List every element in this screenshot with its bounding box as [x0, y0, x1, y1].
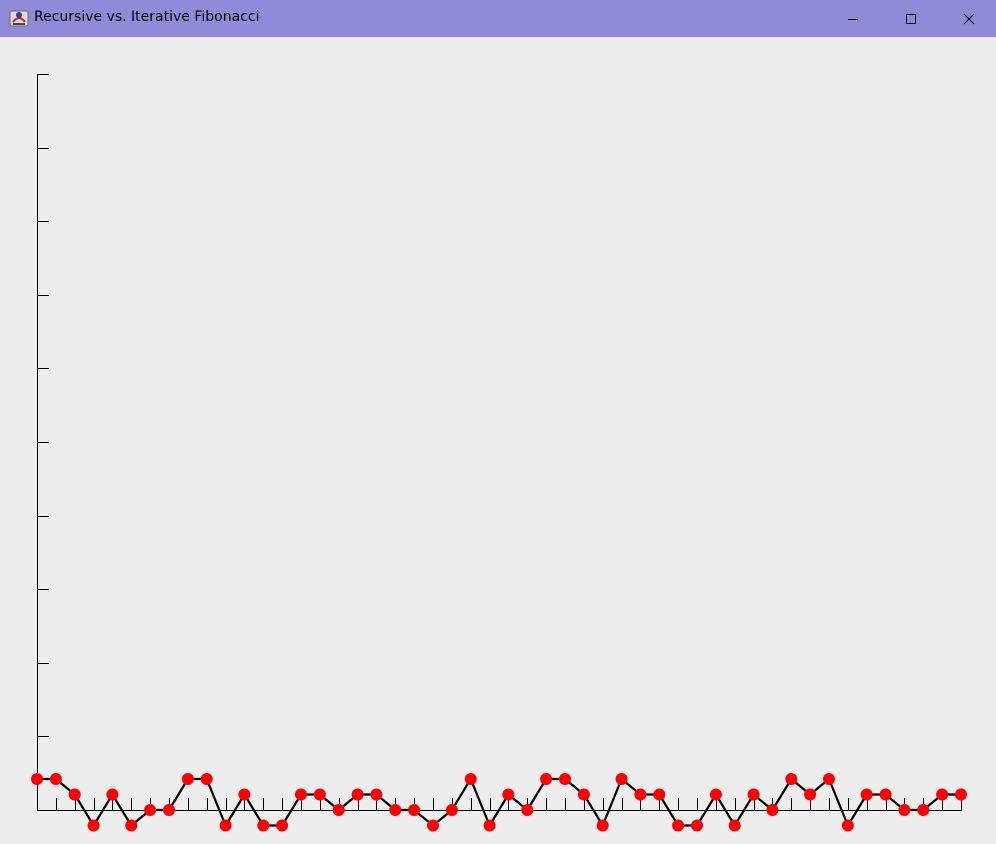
- data-point: [860, 788, 873, 801]
- data-point: [502, 788, 515, 801]
- minimize-icon: [848, 18, 858, 20]
- data-point: [691, 819, 703, 832]
- data-point: [747, 788, 760, 801]
- data-point: [540, 773, 553, 785]
- data-point: [370, 788, 383, 801]
- data-point: [276, 819, 289, 832]
- fibonacci-chart: [31, 74, 967, 832]
- data-point: [917, 804, 930, 816]
- data-point: [879, 788, 892, 801]
- data-point: [87, 819, 100, 832]
- data-point: [332, 804, 345, 816]
- data-point: [144, 804, 157, 816]
- data-point: [841, 819, 854, 832]
- data-point: [521, 804, 534, 816]
- close-button[interactable]: [946, 0, 992, 37]
- data-point: [823, 773, 835, 785]
- data-point: [672, 819, 685, 832]
- data-point: [596, 819, 609, 832]
- data-point: [389, 804, 402, 816]
- data-point: [559, 773, 571, 785]
- data-point: [257, 819, 270, 832]
- data-point: [464, 773, 477, 785]
- data-point: [653, 788, 666, 801]
- series-line: [37, 777, 961, 827]
- data-point: [936, 788, 949, 801]
- data-point: [181, 773, 194, 785]
- data-point: [106, 788, 119, 801]
- data-point: [163, 804, 175, 816]
- data-point: [68, 788, 81, 801]
- data-point: [427, 819, 439, 832]
- data-point: [49, 773, 62, 785]
- data-point: [219, 819, 232, 832]
- title-bar: Recursive vs. Iterative Fibonacci: [0, 0, 996, 37]
- data-point: [766, 804, 779, 816]
- close-icon: [963, 13, 975, 24]
- data-point: [804, 788, 817, 801]
- data-point: [955, 788, 967, 801]
- data-point: [483, 819, 496, 832]
- data-point: [313, 788, 326, 801]
- data-point: [125, 819, 138, 832]
- data-point: [31, 773, 43, 785]
- data-point: [709, 788, 722, 801]
- data-point: [238, 788, 251, 801]
- chart-panel: [0, 37, 996, 844]
- java-app-icon: [9, 8, 29, 28]
- data-point: [728, 819, 741, 832]
- data-point: [408, 804, 421, 816]
- data-point: [200, 773, 213, 785]
- maximize-button[interactable]: [888, 0, 934, 37]
- data-point: [445, 804, 458, 816]
- window-title: Recursive vs. Iterative Fibonacci: [34, 9, 260, 25]
- data-point: [898, 804, 911, 816]
- data-point: [295, 788, 307, 801]
- data-point: [785, 773, 798, 785]
- data-point: [577, 788, 590, 801]
- minimize-button[interactable]: [830, 0, 876, 37]
- maximize-icon: [906, 13, 916, 24]
- data-point: [615, 773, 628, 785]
- data-point: [634, 788, 647, 801]
- data-point: [351, 788, 364, 801]
